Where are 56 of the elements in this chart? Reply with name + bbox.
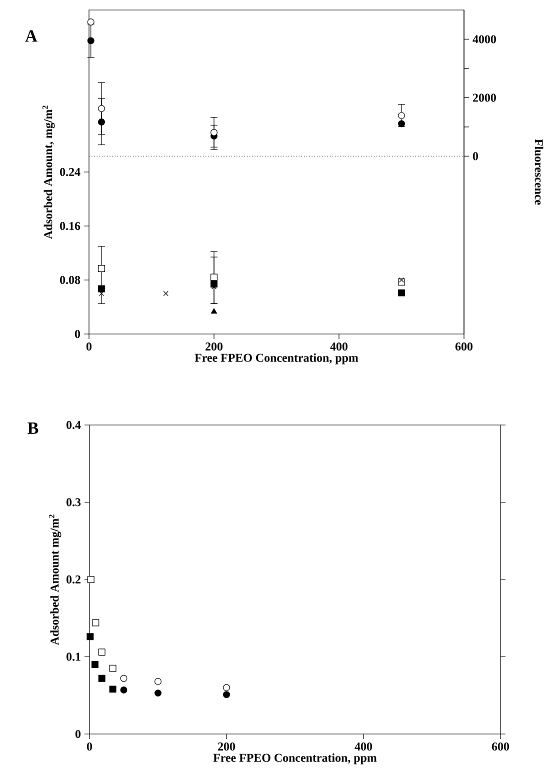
x-axis-title: Free FPEO Concentration, ppm xyxy=(194,353,358,364)
point xyxy=(398,277,404,283)
y-tick-label: 0.1 xyxy=(66,652,80,661)
point xyxy=(223,691,230,698)
point xyxy=(398,112,405,120)
y2-tick-label: 4000 xyxy=(472,35,496,44)
point xyxy=(98,105,105,112)
point xyxy=(109,686,116,693)
y2-tick-label: 2000 xyxy=(473,94,496,102)
point xyxy=(210,274,218,281)
point xyxy=(398,120,405,128)
point xyxy=(98,265,105,272)
point xyxy=(87,37,94,44)
y-tick-label: 0 xyxy=(74,330,80,338)
point xyxy=(120,686,128,694)
point xyxy=(210,129,218,136)
point xyxy=(98,285,105,292)
x-tick-label: 0 xyxy=(86,342,92,351)
point xyxy=(91,660,98,668)
y-tick-label: 0 xyxy=(75,730,81,738)
point xyxy=(120,674,128,682)
point xyxy=(154,690,162,697)
y-axis-title: Adsorbed Amount, mg/m$^{2}$ xyxy=(42,106,55,240)
y-tick-label: 0.16 xyxy=(60,222,80,230)
x-tick-label: 200 xyxy=(206,342,223,351)
point xyxy=(87,18,94,26)
y2-tick-label: 0 xyxy=(472,152,478,160)
point xyxy=(163,290,168,296)
point xyxy=(98,118,105,126)
point xyxy=(109,664,116,672)
x-tick-label: 400 xyxy=(330,342,348,351)
y-tick-label: 0.3 xyxy=(66,498,81,506)
point xyxy=(398,289,405,296)
point xyxy=(86,633,94,640)
point xyxy=(223,684,230,692)
y-tick-label: 0.24 xyxy=(60,168,80,176)
x-tick-label: 0 xyxy=(86,742,92,751)
x-tick-label: 600 xyxy=(455,342,473,351)
y-tick-label: 0.2 xyxy=(66,575,80,584)
point xyxy=(92,619,100,626)
x-axis-title: Free FPEO Concentration, ppm xyxy=(213,753,377,764)
y-axis-title: Adsorbed Amount mg/m$^{2}$ xyxy=(48,514,62,646)
y-tick-label: 0.08 xyxy=(60,276,80,284)
point xyxy=(98,648,106,656)
point xyxy=(87,576,94,583)
point xyxy=(398,278,405,286)
y-tick-label: 0.4 xyxy=(66,420,81,430)
point xyxy=(210,308,218,314)
x-tick-label: 600 xyxy=(492,742,510,751)
point xyxy=(98,674,106,682)
x-tick-label: 200 xyxy=(218,742,236,751)
text: A xyxy=(25,30,38,42)
point xyxy=(154,678,162,685)
chart-title: B xyxy=(28,422,38,434)
x-tick-label: 400 xyxy=(354,742,372,751)
y2-axis-title: Fluorescence xyxy=(534,139,544,205)
